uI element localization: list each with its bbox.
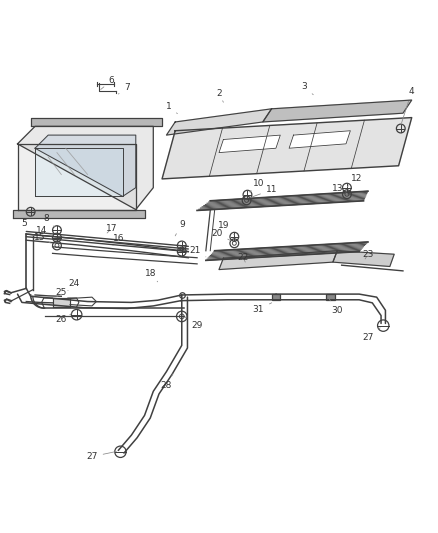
Text: 30: 30 [329, 300, 343, 315]
Text: 28: 28 [161, 374, 173, 390]
Text: 14: 14 [36, 225, 52, 236]
Text: 31: 31 [253, 303, 272, 314]
Text: 24: 24 [68, 279, 80, 290]
Text: 12: 12 [347, 174, 363, 187]
Text: 27: 27 [86, 451, 117, 461]
Text: 23: 23 [362, 250, 374, 259]
Text: 19: 19 [218, 221, 234, 235]
Polygon shape [166, 109, 272, 135]
Text: 26: 26 [56, 314, 71, 325]
Text: 5: 5 [21, 216, 33, 228]
Polygon shape [31, 118, 162, 126]
Text: 22: 22 [237, 253, 249, 262]
Polygon shape [13, 209, 145, 219]
Text: 25: 25 [56, 288, 67, 297]
Text: 17: 17 [106, 224, 117, 233]
Text: 21: 21 [189, 246, 206, 257]
Polygon shape [333, 251, 394, 266]
Polygon shape [219, 135, 280, 152]
Text: 4: 4 [402, 87, 414, 123]
Text: 29: 29 [185, 317, 203, 330]
Polygon shape [53, 298, 70, 307]
Text: 8: 8 [43, 214, 55, 227]
Polygon shape [219, 251, 337, 270]
Polygon shape [162, 118, 412, 179]
Text: 6: 6 [101, 76, 115, 90]
Text: 7: 7 [118, 83, 130, 94]
Text: 9: 9 [175, 220, 185, 236]
Polygon shape [18, 144, 136, 209]
Text: 1: 1 [166, 102, 177, 114]
Bar [272, 294, 280, 300]
Text: 15: 15 [34, 233, 50, 243]
Text: 2: 2 [216, 89, 223, 102]
Text: 13: 13 [332, 184, 347, 194]
Polygon shape [289, 131, 350, 148]
Polygon shape [18, 126, 153, 209]
Polygon shape [263, 100, 412, 122]
Text: 3: 3 [301, 83, 313, 95]
Text: 16: 16 [113, 233, 124, 246]
Text: 27: 27 [362, 328, 380, 342]
Polygon shape [35, 148, 123, 197]
Bar [326, 294, 335, 300]
Text: 20: 20 [211, 229, 231, 241]
Text: 18: 18 [145, 270, 158, 282]
Polygon shape [35, 135, 136, 197]
Text: 10: 10 [250, 179, 264, 192]
Text: 11: 11 [250, 185, 277, 198]
